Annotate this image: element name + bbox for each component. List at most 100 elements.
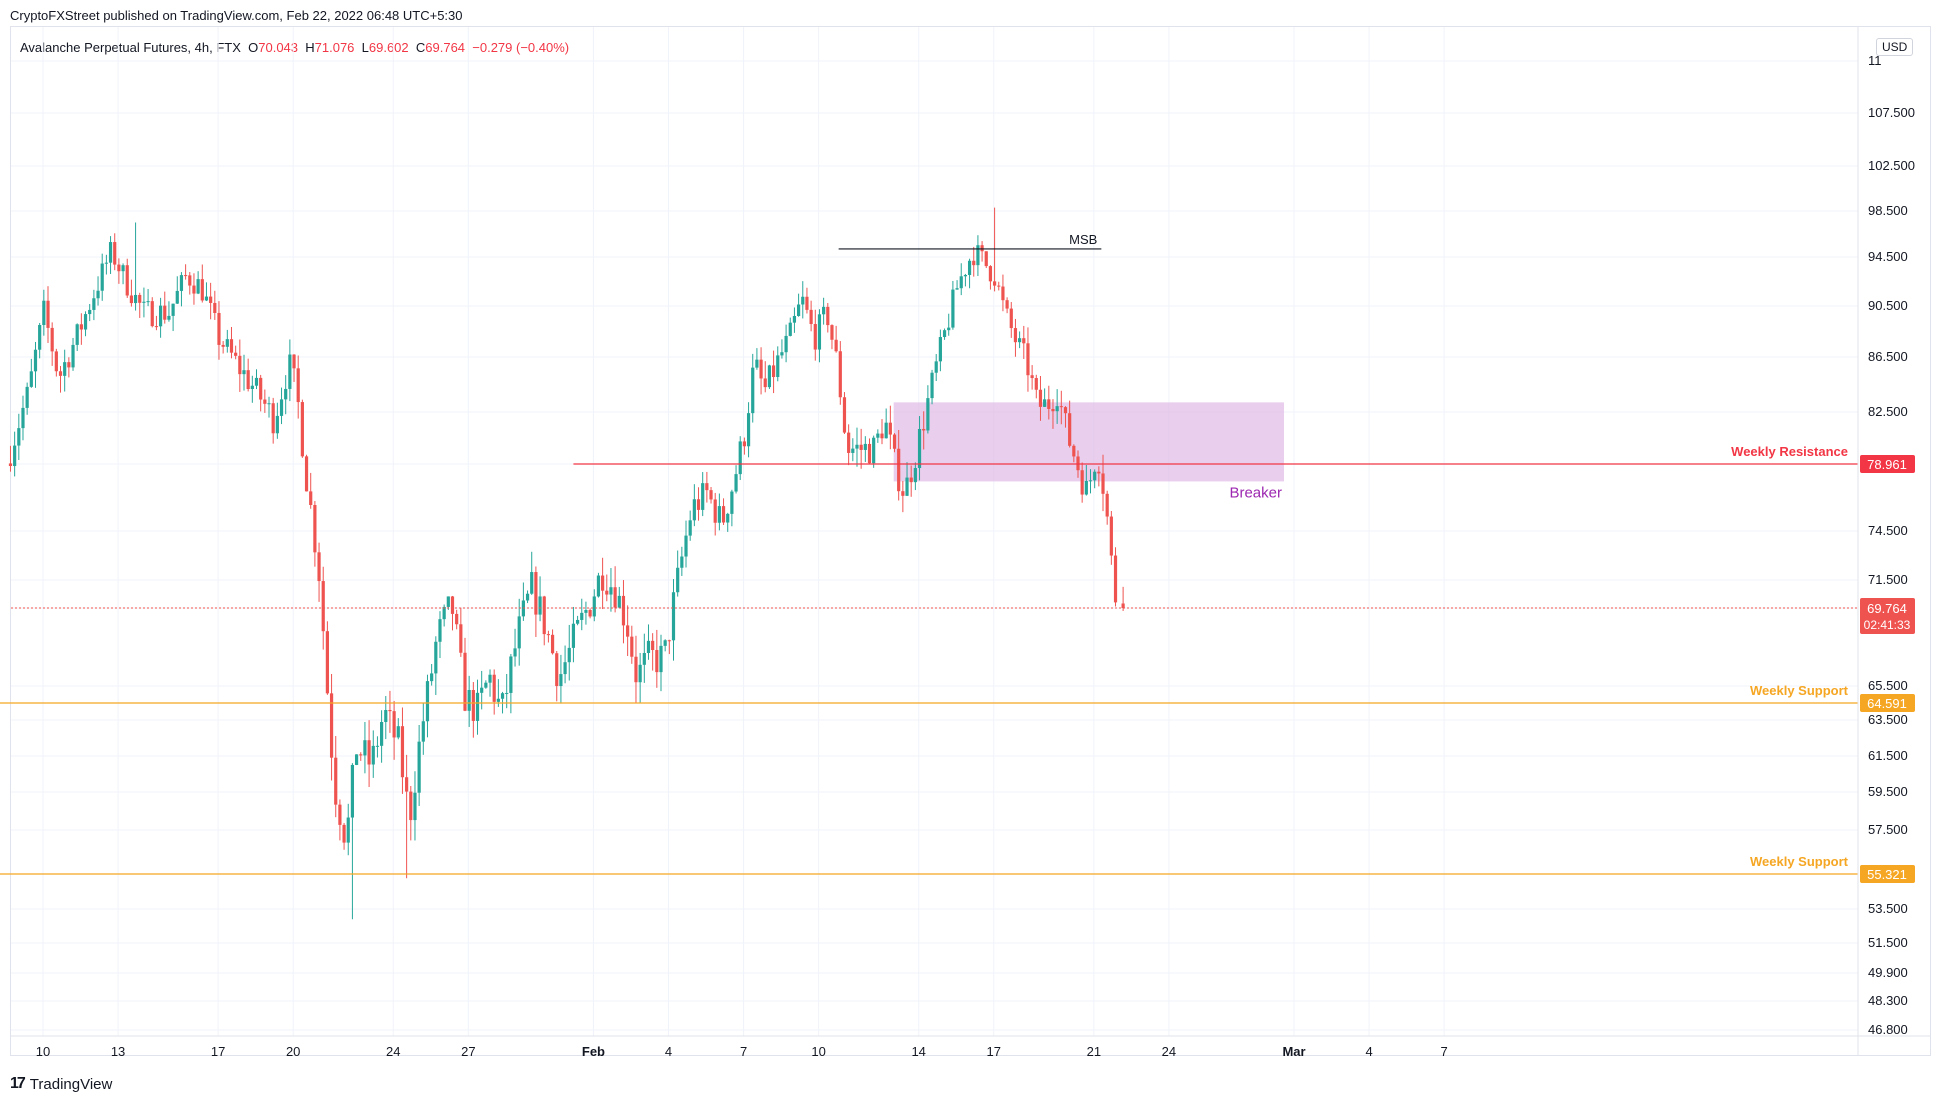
breaker-label: Breaker <box>1229 484 1282 501</box>
candle-body <box>1097 471 1101 474</box>
candle-body <box>897 448 901 492</box>
candle-body <box>150 301 154 327</box>
candle-body <box>538 596 542 615</box>
candle-body <box>129 295 134 304</box>
candle-body <box>455 613 459 625</box>
candle-body <box>830 325 834 340</box>
candle-body <box>363 740 367 756</box>
candle-body <box>717 506 721 523</box>
candle-body <box>746 413 751 447</box>
candle-body <box>847 432 851 453</box>
candle-body <box>859 444 863 450</box>
y-tick-label: 82.500 <box>1868 404 1908 419</box>
level-tag <box>1860 455 1915 473</box>
candle-body <box>42 300 46 326</box>
candle-body <box>1113 555 1118 603</box>
candle-body <box>117 264 121 272</box>
candle-body <box>780 352 784 356</box>
publisher-line: CryptoFXStreet published on TradingView.… <box>10 8 463 23</box>
y-tick-label: 57.500 <box>1868 822 1908 837</box>
candle-body <box>163 305 167 320</box>
candle-body <box>726 513 730 523</box>
candle-body <box>1055 406 1059 412</box>
candle-body <box>742 441 746 447</box>
candle-body <box>417 741 421 793</box>
candle-body <box>834 339 838 352</box>
candle-body <box>705 483 709 491</box>
candle-body <box>934 361 938 373</box>
candle-body <box>1105 493 1109 517</box>
candle-body <box>175 290 179 304</box>
candle-body <box>313 505 317 553</box>
candle-body <box>951 289 955 328</box>
candle-body <box>67 362 71 368</box>
high-label: H <box>305 40 315 55</box>
candle-body <box>438 619 442 642</box>
level-tag-text: 64.591 <box>1867 696 1907 711</box>
candle-body <box>550 634 555 654</box>
candle-body <box>701 483 705 510</box>
candle-body <box>976 245 980 266</box>
level-tag <box>1860 694 1915 712</box>
candle-body <box>467 689 471 711</box>
candle-body <box>809 309 813 325</box>
candle-body <box>805 296 809 310</box>
candle-body <box>325 631 329 694</box>
candle-body <box>179 275 184 291</box>
candle-body <box>563 662 567 675</box>
x-tick-label: 17 <box>211 1044 225 1059</box>
candle-body <box>855 444 859 449</box>
candle-body <box>1005 300 1009 309</box>
candle-body <box>1101 473 1105 494</box>
footer-brand[interactable]: TradingView <box>29 1075 113 1093</box>
candle-body <box>659 645 663 673</box>
candle-body <box>930 372 934 399</box>
close-label: C <box>415 40 426 55</box>
candle-body <box>1068 413 1072 446</box>
candle-body <box>446 596 450 607</box>
level-tag <box>1860 865 1915 883</box>
footer: 17 TradingView <box>10 1075 112 1093</box>
candle-body <box>767 365 772 388</box>
candle-body <box>346 817 350 843</box>
candle-body <box>271 403 275 434</box>
annotation-zones <box>893 402 1284 482</box>
candle-body <box>354 754 359 765</box>
candle-body <box>375 745 380 747</box>
candle-body <box>667 640 671 642</box>
candle-body <box>388 710 392 712</box>
candle-body <box>71 344 75 368</box>
chart-frame <box>10 26 1931 1056</box>
candle-body <box>797 304 801 316</box>
candle-body <box>776 355 780 378</box>
candle-body <box>709 490 713 500</box>
candle-body <box>680 556 684 568</box>
candle-body <box>1051 408 1055 412</box>
candle-body <box>655 650 659 673</box>
candle-body <box>350 764 355 818</box>
candle-body <box>309 491 313 506</box>
open-label: O <box>248 40 259 55</box>
y-tick-label: 53.500 <box>1868 901 1908 916</box>
candle-body <box>125 265 129 296</box>
candle-body <box>29 371 33 387</box>
candle-body <box>496 698 500 702</box>
candle-body <box>204 296 209 301</box>
candle-body <box>826 306 830 326</box>
candle-body <box>217 312 221 345</box>
candle-body <box>867 443 872 464</box>
currency-button[interactable]: USD <box>1876 38 1914 56</box>
candle-body <box>317 552 321 582</box>
y-tick-label: 74.500 <box>1868 523 1908 538</box>
x-tick-label: 13 <box>111 1044 125 1059</box>
candle-body <box>254 377 259 386</box>
candle-body <box>442 606 446 620</box>
candle-body <box>46 300 50 328</box>
candle-body <box>1063 407 1068 414</box>
candle-body <box>626 625 630 637</box>
candle-body <box>1026 343 1030 376</box>
x-tick-label: 7 <box>740 1044 747 1059</box>
candle-body <box>584 610 588 613</box>
x-tick-label: 10 <box>36 1044 50 1059</box>
